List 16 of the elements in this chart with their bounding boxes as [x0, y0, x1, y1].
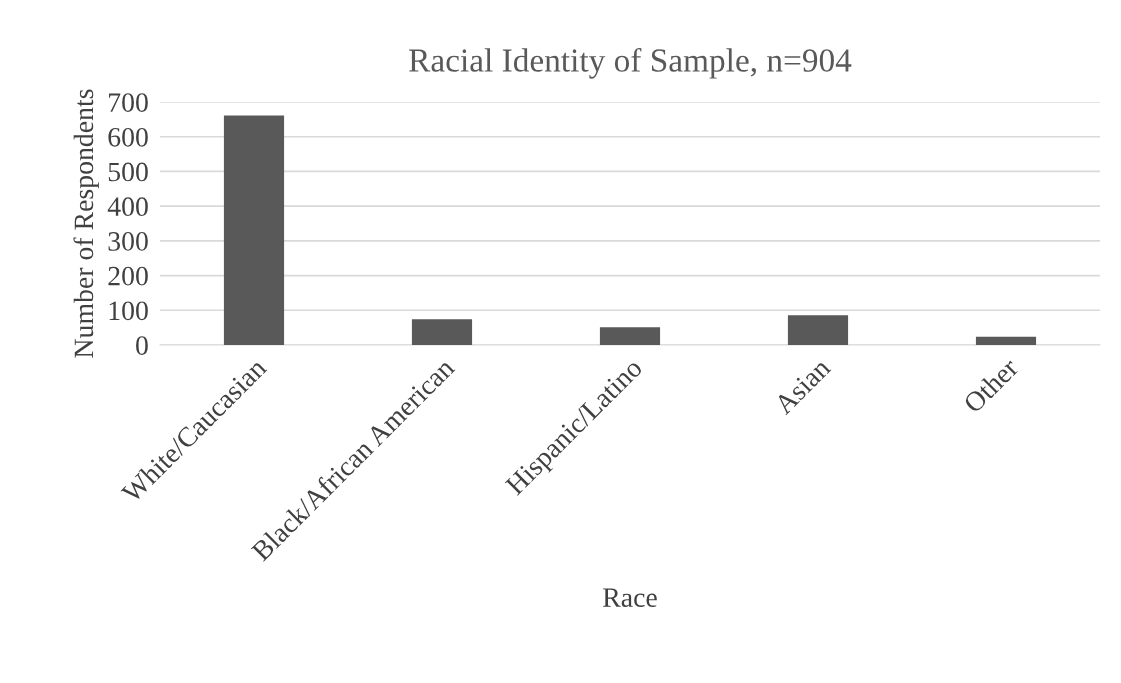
y-tick-label: 700: [109, 93, 148, 112]
y-tick-label: 400: [107, 197, 148, 217]
bar: [787, 315, 849, 345]
bar: [411, 319, 473, 345]
y-tick-label: 0: [136, 336, 148, 355]
bar: [599, 327, 661, 345]
y-tick-label: 600: [108, 127, 148, 147]
bar: [223, 115, 285, 345]
y-tick-label: 200: [108, 266, 148, 286]
y-axis-title: Number of Respondents: [73, 89, 99, 358]
bar: [975, 336, 1037, 345]
y-tick-label: 100: [109, 301, 148, 321]
y-tick-label: 500: [108, 162, 148, 182]
y-tick-label: 300: [108, 232, 148, 251]
chart-title: Racial Identity of Sample, n=904: [409, 47, 852, 79]
x-axis-title: Race: [603, 588, 657, 607]
